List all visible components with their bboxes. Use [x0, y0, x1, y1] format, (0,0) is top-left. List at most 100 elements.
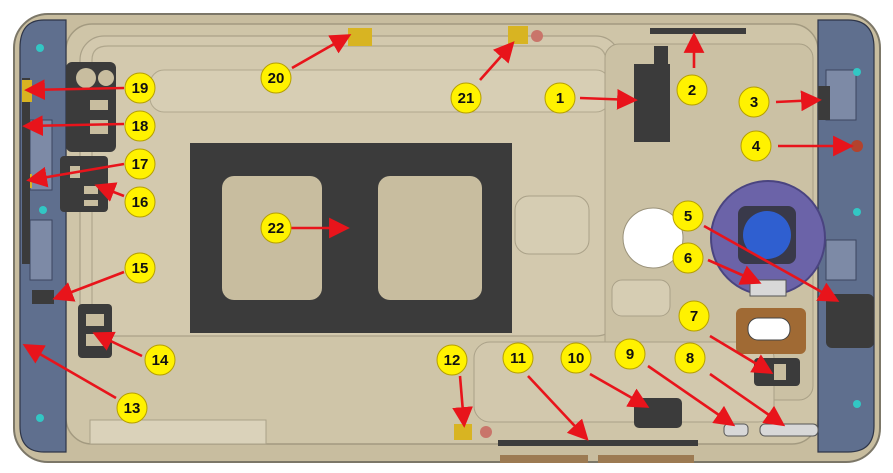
copper-window [747, 317, 791, 341]
housing-lower-strip [89, 419, 267, 445]
right-frame-teal-dot [853, 400, 861, 408]
callout-label-8: 8 [686, 350, 694, 367]
callout-label-7: 7 [690, 308, 698, 325]
arrow-17 [26, 162, 125, 188]
part-18-flex [22, 78, 30, 264]
part-1-shield [634, 64, 670, 142]
callout-label-22: 22 [268, 220, 285, 237]
callout-label-16: 16 [132, 194, 149, 211]
callout-circle-18 [124, 110, 156, 142]
left-frame-slot [29, 219, 53, 281]
arrow-20 [291, 34, 352, 70]
callout-circle-6 [672, 242, 704, 274]
arrow-16 [94, 182, 125, 202]
housing-upper-bar [149, 69, 611, 113]
callout-label-5: 5 [684, 208, 692, 225]
callout-circle-22 [260, 212, 292, 244]
part-7-clip-slot [774, 364, 786, 380]
bottom-connector [598, 455, 694, 463]
arrow-14 [92, 331, 143, 358]
speaker-slot [90, 100, 108, 110]
arrows [22, 32, 854, 441]
speaker-hole [98, 70, 114, 86]
part-12-screw [480, 426, 492, 438]
callout-circle-15 [124, 252, 156, 284]
callout-circle-10 [560, 342, 592, 374]
part-4-dot [851, 140, 863, 152]
part-8-pad [759, 423, 819, 437]
left-frame-teal-dot [39, 206, 47, 214]
speaker-hole [76, 68, 96, 88]
speaker-slot [90, 120, 108, 134]
callout-circle-8 [674, 342, 706, 374]
arrow-10 [589, 372, 650, 408]
callout-circle-13 [116, 392, 148, 424]
part-21-screw [531, 30, 543, 42]
callout-circle-5 [672, 200, 704, 232]
top-flex-strip [650, 28, 746, 34]
part-6-flash [749, 279, 787, 297]
callout-label-15: 15 [132, 260, 149, 277]
callout-label-19: 19 [132, 80, 149, 97]
callout-circle-11 [502, 342, 534, 374]
housing-small-recess [611, 279, 671, 317]
left-frame-teal-dot [36, 44, 44, 52]
part-20-tab [348, 28, 372, 46]
arrow-21 [479, 41, 515, 81]
callout-label-3: 3 [750, 94, 758, 111]
callout-label-13: 13 [124, 400, 141, 417]
callout-circle-4 [740, 130, 772, 162]
callout-circle-21 [450, 82, 482, 114]
callout-label-10: 10 [568, 350, 585, 367]
part-5-connector [826, 294, 874, 348]
callout-circle-19 [124, 72, 156, 104]
part-14-window [86, 314, 104, 326]
right-frame-teal-dot [853, 68, 861, 76]
callout-circle-20 [260, 62, 292, 94]
part-1-tab [654, 46, 668, 66]
part-16-slot [84, 186, 98, 194]
arrow-1 [579, 88, 638, 110]
callout-circle-2 [676, 74, 708, 106]
graphite-window-right [378, 176, 482, 300]
arrow-18 [22, 115, 125, 137]
arrow-15 [52, 270, 125, 302]
arrow-9 [647, 364, 736, 427]
right-frame-slot [825, 69, 857, 121]
part-16-slot [84, 200, 98, 206]
camera-lens [743, 211, 791, 259]
white-circle-hole [622, 207, 684, 269]
left-frame-teal-dot [36, 414, 44, 422]
callout-circle-12 [436, 344, 468, 376]
arrow-19 [24, 79, 125, 101]
callout-circle-17 [124, 148, 156, 180]
arrow-8 [709, 372, 786, 427]
part-9-pad [723, 423, 749, 437]
callout-circle-14 [144, 344, 176, 376]
arrow-5 [703, 224, 840, 302]
part-15-pad [32, 290, 54, 304]
callout-label-9: 9 [626, 346, 634, 363]
callout-label-4: 4 [752, 138, 761, 155]
callout-circle-9 [614, 338, 646, 370]
arrow-12 [452, 375, 473, 428]
arrow-7 [709, 334, 774, 375]
callout-label-12: 12 [444, 352, 461, 369]
callout-label-11: 11 [510, 350, 526, 367]
callout-circle-3 [738, 86, 770, 118]
callout-label-2: 2 [688, 82, 696, 99]
arrow-3 [775, 90, 822, 112]
callout-label-21: 21 [458, 90, 475, 107]
callout-label-17: 17 [132, 156, 149, 173]
part-3-pad [818, 86, 830, 120]
callout-label-18: 18 [132, 118, 149, 135]
callout-circle-7 [678, 300, 710, 332]
callout-label-1: 1 [556, 90, 564, 107]
callout-label-6: 6 [684, 250, 692, 267]
right-frame-teal-dot [853, 208, 861, 216]
callout-circle-16 [124, 186, 156, 218]
part-12-tab [454, 424, 472, 440]
callout-label-20: 20 [268, 70, 285, 87]
